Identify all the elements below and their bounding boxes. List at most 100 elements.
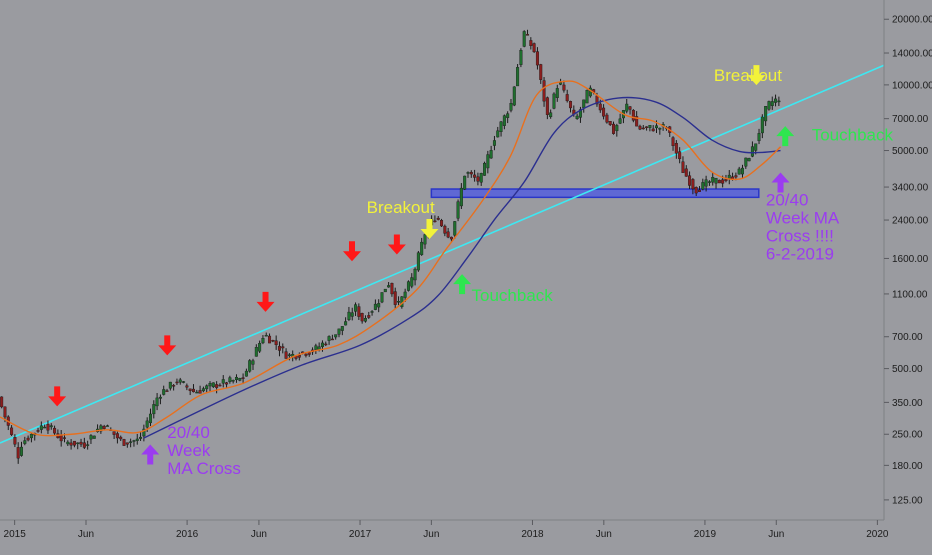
candle-body-up bbox=[139, 436, 143, 439]
candle-body-up bbox=[145, 420, 149, 428]
candle-body-up bbox=[737, 168, 741, 175]
candle bbox=[575, 113, 579, 120]
candle bbox=[701, 178, 705, 191]
annotation-breakout: Breakout bbox=[367, 198, 435, 217]
candle bbox=[406, 280, 410, 292]
candle bbox=[148, 408, 152, 427]
candle bbox=[674, 140, 678, 159]
support-zone-box bbox=[430, 188, 760, 199]
candle-body-up bbox=[760, 116, 764, 134]
x-tick-label: Jun bbox=[78, 529, 94, 540]
candle bbox=[158, 394, 162, 405]
candle-body-up bbox=[499, 121, 503, 132]
candle-body-up bbox=[195, 391, 199, 394]
candle bbox=[529, 37, 533, 50]
annotation-line: 6-2-2019 bbox=[766, 244, 834, 263]
candle-body-down bbox=[721, 179, 725, 184]
candle-body-up bbox=[764, 106, 768, 122]
candle-body-up bbox=[463, 175, 467, 190]
candle bbox=[387, 282, 391, 288]
candle bbox=[191, 384, 195, 393]
candle-body-down bbox=[53, 427, 57, 434]
candle-body-up bbox=[287, 354, 291, 356]
candle bbox=[132, 439, 136, 447]
candle bbox=[241, 373, 245, 385]
candle bbox=[231, 379, 235, 384]
price-axis: 20000.00 14000.00 10000.00 7000.00 5000.00 34… bbox=[884, 15, 932, 506]
candle-body-down bbox=[565, 94, 569, 102]
candle bbox=[357, 303, 361, 320]
candle bbox=[545, 96, 549, 120]
candle bbox=[658, 127, 662, 135]
candle bbox=[327, 335, 331, 345]
candle bbox=[552, 92, 556, 110]
candle-body-down bbox=[449, 236, 453, 240]
candle bbox=[744, 157, 748, 169]
candle bbox=[760, 114, 764, 139]
candle bbox=[539, 63, 543, 84]
candle-body-up bbox=[66, 441, 70, 445]
candle bbox=[750, 141, 754, 158]
candle-body-up bbox=[453, 221, 457, 236]
candle bbox=[625, 98, 629, 114]
candle bbox=[370, 310, 374, 316]
y-tick-label: 14000.00 bbox=[892, 49, 932, 60]
candle-body-down bbox=[473, 174, 477, 178]
candle bbox=[0, 396, 4, 409]
candle bbox=[119, 435, 123, 442]
candle bbox=[89, 434, 93, 444]
candle-body-down bbox=[545, 97, 549, 115]
candle-body-up bbox=[19, 446, 23, 456]
candle bbox=[717, 179, 721, 184]
candle bbox=[347, 306, 351, 322]
candle-body-down bbox=[82, 442, 86, 448]
candle bbox=[506, 111, 510, 124]
arrow-down-icon bbox=[342, 241, 361, 262]
arrow-down-icon bbox=[256, 291, 275, 312]
y-tick-label: 350.00 bbox=[892, 398, 923, 409]
candle-body-down bbox=[324, 343, 328, 346]
candle bbox=[29, 433, 33, 443]
arrow-up-icon bbox=[453, 274, 472, 295]
candle bbox=[86, 440, 90, 450]
candle bbox=[502, 114, 506, 130]
candle bbox=[767, 100, 771, 111]
candle-body-up bbox=[618, 118, 622, 124]
candle bbox=[436, 216, 440, 221]
candle-body-down bbox=[526, 34, 530, 36]
candle bbox=[641, 125, 645, 130]
candle-body-up bbox=[251, 360, 255, 365]
candle-body-down bbox=[357, 306, 361, 317]
candle-body-up bbox=[516, 67, 520, 87]
candle bbox=[631, 109, 635, 123]
candle-body-down bbox=[532, 43, 536, 53]
candle bbox=[225, 381, 229, 389]
candle-body-up bbox=[354, 304, 358, 312]
candle-body-up bbox=[380, 292, 384, 303]
candle-body-down bbox=[281, 346, 285, 349]
candle-body-up bbox=[86, 444, 90, 446]
candle bbox=[330, 334, 334, 341]
candle-body-down bbox=[446, 231, 450, 238]
candle bbox=[714, 177, 718, 189]
candle-body-down bbox=[185, 385, 189, 388]
candle-body-down bbox=[175, 381, 179, 384]
candle-body-down bbox=[277, 345, 281, 351]
candle-body-up bbox=[522, 31, 526, 47]
candle bbox=[188, 388, 192, 396]
candle-body-up bbox=[585, 90, 589, 104]
candle-body-up bbox=[208, 383, 212, 387]
y-tick-label: 10000.00 bbox=[892, 80, 932, 91]
candle bbox=[678, 147, 682, 164]
candle bbox=[79, 438, 83, 447]
ma-20-week-line bbox=[0, 80, 782, 437]
candle-body-up bbox=[459, 187, 463, 207]
annotation-ma-cross: 20/40 Week MA Cross bbox=[167, 423, 241, 478]
candle-body-up bbox=[264, 335, 268, 337]
candle bbox=[271, 339, 275, 343]
y-tick-label: 125.00 bbox=[892, 495, 923, 506]
candle bbox=[208, 381, 212, 392]
candle-body-up bbox=[707, 181, 711, 183]
candle-body-up bbox=[754, 143, 758, 151]
candle-body-down bbox=[678, 151, 682, 160]
